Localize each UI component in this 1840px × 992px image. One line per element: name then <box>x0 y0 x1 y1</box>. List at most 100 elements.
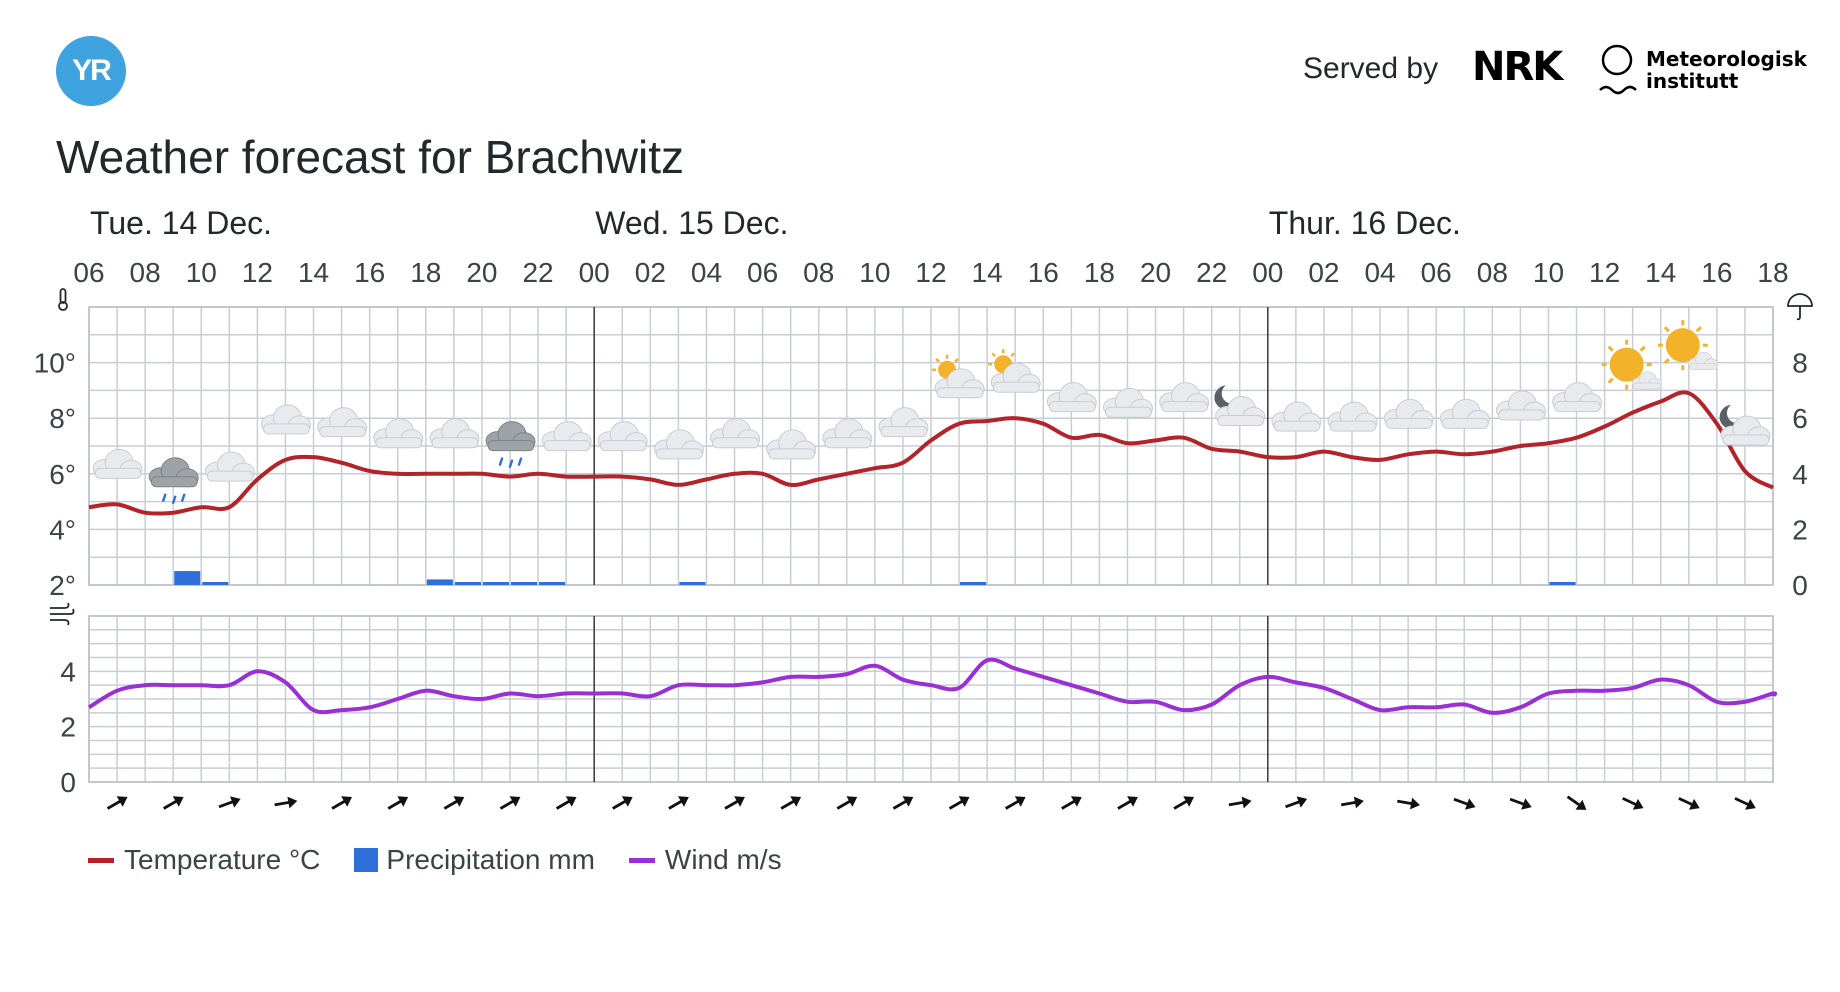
wind-direction-arrow <box>162 796 184 810</box>
hour-tick-label: 00 <box>579 257 610 288</box>
wind-direction-arrow <box>1061 796 1082 810</box>
hour-tick-label: 02 <box>635 257 666 288</box>
precipitation-bar <box>679 582 706 585</box>
yr-logo-text: YR <box>72 54 112 87</box>
cloud-icon <box>653 429 704 460</box>
temperature-tick-label: 10° <box>34 348 76 379</box>
wind-direction-arrow <box>1397 797 1420 810</box>
precipitation-tick-label: 6 <box>1792 403 1808 434</box>
hour-tick-label: 08 <box>1477 257 1508 288</box>
wind-direction-arrow <box>668 796 689 810</box>
wind-direction-arrow <box>331 796 352 810</box>
wind-direction-arrow <box>948 796 970 810</box>
precipitation-bar <box>511 582 538 585</box>
wind-direction-arrow <box>1566 795 1587 810</box>
temperature-plot-frame <box>88 306 1774 586</box>
night-cloud-icon <box>1719 405 1771 446</box>
wind-direction-arrow <box>836 796 858 810</box>
hour-tick-label: 08 <box>130 257 161 288</box>
wind-direction-arrow <box>1228 796 1252 809</box>
legend-label: Wind m/s <box>664 844 782 875</box>
wind-direction-arrow <box>555 796 577 810</box>
hour-tick-label: 22 <box>522 257 553 288</box>
wind-direction-arrow <box>1678 797 1700 810</box>
hour-tick-label: 06 <box>747 257 778 288</box>
wind-direction-arrow <box>1509 797 1532 810</box>
rain-cloud-icon <box>148 457 199 504</box>
hour-tick-label: 12 <box>242 257 273 288</box>
cloud-icon <box>260 404 311 435</box>
wind-direction-arrow <box>106 796 128 810</box>
wind-tick-label: 0 <box>60 767 76 798</box>
night-cloud-icon <box>1214 385 1266 427</box>
hour-tick-label: 12 <box>915 257 946 288</box>
cloud-icon <box>1383 398 1434 429</box>
umbrella-icon <box>1787 293 1813 321</box>
hour-tick-label: 12 <box>1589 257 1620 288</box>
cloud-icon <box>1439 398 1490 429</box>
hour-tick-label: 14 <box>1645 257 1676 288</box>
wind-plot-frame <box>88 615 1774 783</box>
cloud-icon <box>710 418 761 449</box>
cloud-icon <box>1552 382 1603 413</box>
hour-tick-label: 04 <box>691 257 722 288</box>
wind-direction-arrow <box>1117 796 1138 810</box>
wind-direction-arrow <box>1004 796 1026 810</box>
partly-sunny-icon <box>988 349 1041 393</box>
hour-tick-label: 18 <box>1757 257 1788 288</box>
temperature-tick-label: 2° <box>49 570 76 601</box>
cloud-icon <box>1495 390 1546 421</box>
wind-tick-label: 2 <box>60 712 76 743</box>
hour-tick-label: 18 <box>410 257 441 288</box>
precipitation-tick-label: 4 <box>1792 459 1808 490</box>
temperature-tick-label: 8° <box>49 403 76 434</box>
legend-label: Temperature °C <box>124 844 321 875</box>
wind-line <box>87 657 1778 715</box>
cloud-icon <box>1271 401 1322 432</box>
sunny-icon <box>1657 320 1719 371</box>
wind-direction-arrow <box>1734 797 1756 810</box>
wind-direction-arrow <box>724 796 745 810</box>
wind-direction-arrow <box>387 796 409 810</box>
temperature-tick-label: 4° <box>49 514 76 545</box>
legend-item: Temperature °C <box>88 844 320 876</box>
thermometer-icon <box>58 288 68 311</box>
cloud-icon <box>1046 382 1097 413</box>
hour-tick-label: 14 <box>972 257 1003 288</box>
met-institute-logo-icon <box>1599 44 1637 95</box>
day-label: Tue. 14 Dec. <box>90 205 272 241</box>
hour-tick-label: 06 <box>1421 257 1452 288</box>
wind-direction-arrow <box>274 796 298 809</box>
cloud-icon <box>1327 401 1378 432</box>
cloud-icon <box>597 421 648 452</box>
wind-direction-arrow <box>1285 796 1308 809</box>
cloud-icon <box>1102 387 1153 418</box>
day-label: Thur. 16 Dec. <box>1269 205 1461 241</box>
temperature-line <box>88 390 1775 516</box>
legend-label: Precipitation mm <box>386 844 595 875</box>
cloud-icon <box>1159 382 1210 413</box>
precipitation-bar <box>202 582 229 585</box>
precipitation-bar <box>482 582 509 585</box>
hour-tick-label: 06 <box>73 257 104 288</box>
hour-tick-label: 00 <box>1252 257 1283 288</box>
precipitation-bar <box>454 582 481 585</box>
wind-direction-arrow <box>1173 796 1194 810</box>
met-line2: institutt <box>1646 69 1739 93</box>
precipitation-bar <box>539 582 566 585</box>
cloud-icon <box>373 418 424 449</box>
legend-swatch <box>628 857 655 863</box>
cloud-icon <box>92 448 143 479</box>
wind-tick-label: 4 <box>60 656 76 687</box>
day-label: Wed. 15 Dec. <box>595 205 788 241</box>
wind-direction-arrow <box>780 796 802 810</box>
hour-tick-label: 02 <box>1308 257 1339 288</box>
precipitation-tick-label: 8 <box>1792 348 1808 379</box>
precipitation-bar <box>960 582 987 585</box>
hour-tick-label: 14 <box>298 257 329 288</box>
wind-direction-arrow <box>1622 797 1644 810</box>
met-line1: Meteorologisk <box>1646 47 1807 71</box>
precipitation-bar <box>426 579 453 585</box>
hour-tick-label: 18 <box>1084 257 1115 288</box>
page-title: Weather forecast for Brachwitz <box>56 131 685 183</box>
